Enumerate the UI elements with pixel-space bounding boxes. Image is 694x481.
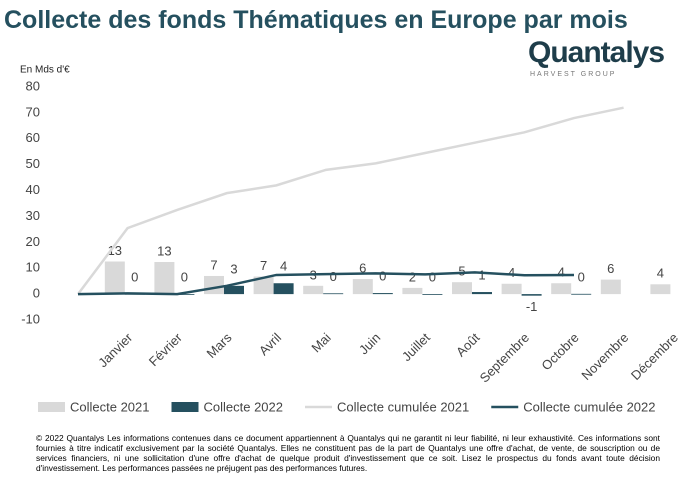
bar xyxy=(303,285,324,295)
y-tick-label: 10 xyxy=(26,260,40,275)
bar xyxy=(352,279,373,295)
bar xyxy=(472,292,492,295)
y-tick-label: 20 xyxy=(26,234,40,249)
value-label: 4 xyxy=(280,259,287,274)
y-tick-label: 70 xyxy=(26,104,40,119)
value-label: 6 xyxy=(359,261,366,276)
x-tick-label: Mars xyxy=(204,330,235,361)
bar xyxy=(174,294,195,295)
bar xyxy=(323,293,344,295)
value-label: 4 xyxy=(508,265,515,280)
bar xyxy=(422,294,443,295)
bar xyxy=(372,293,393,295)
x-tick-label: Mai xyxy=(308,330,333,355)
logo-sub: HARVEST GROUP xyxy=(530,71,617,78)
y-label: En Mds d'€ xyxy=(20,65,70,76)
x-tick-label: Août xyxy=(453,330,483,360)
x-tick-label: Décembre xyxy=(628,330,681,383)
x-tick-label: Septembre xyxy=(477,330,533,386)
value-label: 2 xyxy=(409,269,416,284)
footer: © 2022 Quantalys Les informations conten… xyxy=(36,433,660,473)
legend-label: Collecte cumulée 2021 xyxy=(337,399,469,414)
x-tick-label: Juin xyxy=(356,330,383,357)
legend-swatch xyxy=(171,402,199,412)
x-tick-label: Janvier xyxy=(95,329,136,370)
value-label: 0 xyxy=(330,269,337,284)
x-tick-label: Novembre xyxy=(578,330,631,383)
logo: Quantalys xyxy=(528,36,665,69)
legend-label: Collecte cumulée 2022 xyxy=(523,399,655,414)
y-tick-label: 30 xyxy=(26,208,40,223)
value-label: 4 xyxy=(657,266,664,281)
value-label: 13 xyxy=(157,243,171,258)
value-label: 5 xyxy=(458,264,465,279)
legend-swatch xyxy=(38,402,65,412)
bar xyxy=(402,287,423,295)
value-label: 6 xyxy=(607,261,614,276)
title: Collecte des fonds Thématiques en Europe… xyxy=(4,6,628,34)
bar xyxy=(650,284,671,295)
value-label: 13 xyxy=(108,243,122,258)
legend-label: Collecte 2022 xyxy=(204,399,284,414)
value-label: 0 xyxy=(131,269,138,284)
y-tick-label: 40 xyxy=(26,182,40,197)
value-label: 7 xyxy=(210,257,217,272)
value-label: 4 xyxy=(558,265,565,280)
y-tick-label: -10 xyxy=(21,311,40,326)
x-tick-label: Juillet xyxy=(399,330,433,364)
y-tick-label: 0 xyxy=(33,286,40,301)
y-tick-label: 50 xyxy=(26,156,40,171)
bar xyxy=(551,283,572,295)
x-tick-label: Octobre xyxy=(538,330,581,373)
y-tick-label: 80 xyxy=(26,78,40,93)
bar xyxy=(273,283,294,295)
x-tick-label: Avril xyxy=(256,330,284,358)
line xyxy=(77,106,624,295)
bar xyxy=(600,279,621,295)
value-label: 1 xyxy=(478,267,485,282)
bar xyxy=(521,294,542,296)
bar xyxy=(104,261,125,295)
bar xyxy=(501,283,522,295)
value-label: 7 xyxy=(260,258,267,273)
value-label: 0 xyxy=(429,270,436,285)
value-label: 0 xyxy=(578,269,585,284)
value-label: 0 xyxy=(181,270,188,285)
bar xyxy=(452,282,472,295)
bar xyxy=(253,276,274,295)
value-label: -1 xyxy=(526,299,538,314)
x-tick-label: Février xyxy=(146,329,186,369)
legend-label: Collecte 2021 xyxy=(70,399,150,414)
value-label: 3 xyxy=(230,261,237,276)
bar xyxy=(204,275,224,295)
bar xyxy=(224,285,244,295)
value-label: 0 xyxy=(379,269,386,284)
bar xyxy=(154,262,175,295)
y-tick-label: 60 xyxy=(26,130,40,145)
bar xyxy=(571,293,592,295)
line xyxy=(77,271,575,296)
